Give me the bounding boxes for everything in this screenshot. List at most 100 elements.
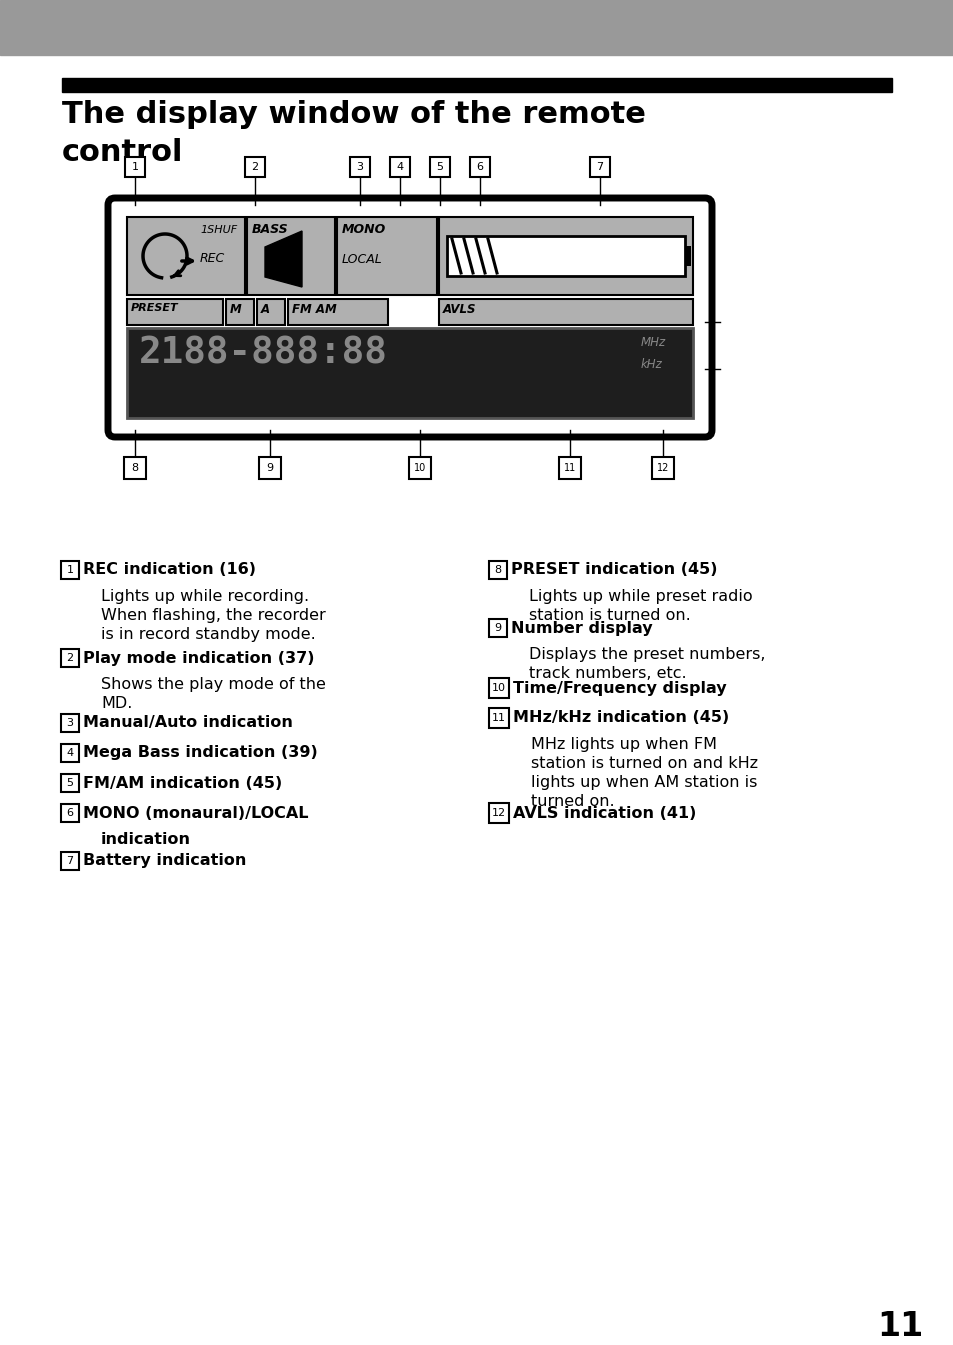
Text: 2: 2 <box>252 161 258 172</box>
Text: Mega Bass indication (39): Mega Bass indication (39) <box>83 745 317 760</box>
Text: station is turned on.: station is turned on. <box>529 608 690 623</box>
Text: AVLS: AVLS <box>442 303 476 316</box>
Bar <box>125 157 145 178</box>
Text: 5: 5 <box>67 777 73 788</box>
Bar <box>589 157 609 178</box>
Text: M: M <box>230 303 241 316</box>
Text: 7: 7 <box>596 161 603 172</box>
Text: REC: REC <box>200 252 225 265</box>
Text: MD.: MD. <box>101 695 132 712</box>
Text: 6: 6 <box>67 808 73 818</box>
Bar <box>350 157 370 178</box>
Bar <box>61 744 79 763</box>
Bar <box>61 650 79 667</box>
Bar <box>61 804 79 822</box>
Text: MONO (monaural)/LOCAL: MONO (monaural)/LOCAL <box>83 806 308 820</box>
Text: 7: 7 <box>67 855 73 866</box>
Text: Time/Frequency display: Time/Frequency display <box>513 681 726 695</box>
Bar <box>489 803 509 823</box>
Text: 1: 1 <box>132 161 138 172</box>
Bar <box>127 299 223 325</box>
Text: 10: 10 <box>492 683 505 693</box>
Bar <box>447 235 684 276</box>
Text: 4: 4 <box>67 748 73 759</box>
Text: 4: 4 <box>396 161 403 172</box>
Text: 11: 11 <box>563 463 576 473</box>
Text: A: A <box>261 303 270 316</box>
Bar <box>470 157 490 178</box>
Bar <box>226 299 253 325</box>
Bar <box>61 561 79 578</box>
Text: BASS: BASS <box>252 223 289 235</box>
Text: station is turned on and kHz: station is turned on and kHz <box>531 756 758 771</box>
Bar <box>336 217 436 295</box>
Bar <box>390 157 410 178</box>
Text: 11: 11 <box>876 1310 923 1344</box>
Text: Play mode indication (37): Play mode indication (37) <box>83 651 314 666</box>
Text: PRESET indication (45): PRESET indication (45) <box>511 562 717 577</box>
Text: REC indication (16): REC indication (16) <box>83 562 255 577</box>
Text: MHz/kHz indication (45): MHz/kHz indication (45) <box>513 710 728 725</box>
Text: 9: 9 <box>494 623 501 633</box>
Text: The display window of the remote: The display window of the remote <box>62 100 645 129</box>
Text: 3: 3 <box>67 718 73 728</box>
Bar <box>409 457 431 479</box>
Text: lights up when AM station is: lights up when AM station is <box>531 775 757 790</box>
Text: 12: 12 <box>656 463 668 473</box>
Text: MONO: MONO <box>341 223 386 235</box>
Text: 8: 8 <box>132 463 138 473</box>
Text: AVLS indication (41): AVLS indication (41) <box>513 806 696 820</box>
Text: 6: 6 <box>476 161 483 172</box>
Bar <box>489 678 509 698</box>
Text: 9: 9 <box>266 463 274 473</box>
Text: indication: indication <box>101 833 191 847</box>
Bar <box>245 157 265 178</box>
Bar <box>489 707 509 728</box>
Text: kHz: kHz <box>640 358 662 371</box>
Text: track numbers, etc.: track numbers, etc. <box>529 666 686 681</box>
Bar <box>438 217 692 295</box>
Bar <box>558 457 580 479</box>
Bar <box>684 246 690 266</box>
Bar <box>124 457 146 479</box>
Bar <box>438 299 692 325</box>
Bar <box>256 299 285 325</box>
Text: 5: 5 <box>436 161 443 172</box>
Text: is in record standby mode.: is in record standby mode. <box>101 627 315 642</box>
Bar <box>62 78 891 91</box>
Bar <box>489 619 506 638</box>
Bar <box>61 714 79 732</box>
Bar <box>127 217 245 295</box>
Text: When flashing, the recorder: When flashing, the recorder <box>101 608 325 623</box>
Bar <box>127 328 692 418</box>
Text: 11: 11 <box>492 713 505 724</box>
Text: FM AM: FM AM <box>292 303 336 316</box>
Text: Shows the play mode of the: Shows the play mode of the <box>101 677 326 691</box>
Bar <box>430 157 450 178</box>
Bar <box>61 851 79 870</box>
Text: MHz: MHz <box>640 336 665 348</box>
Text: LOCAL: LOCAL <box>341 253 382 266</box>
Text: turned on.: turned on. <box>531 794 614 808</box>
Text: 1: 1 <box>67 565 73 576</box>
Bar <box>258 457 281 479</box>
Polygon shape <box>265 231 302 286</box>
Text: 3: 3 <box>356 161 363 172</box>
Text: 12: 12 <box>492 808 505 818</box>
Text: FM/AM indication (45): FM/AM indication (45) <box>83 776 282 791</box>
Text: 2: 2 <box>67 654 73 663</box>
Text: MHz lights up when FM: MHz lights up when FM <box>531 737 717 752</box>
Text: 2188-888:88: 2188-888:88 <box>139 336 388 373</box>
Text: Lights up while recording.: Lights up while recording. <box>101 589 309 604</box>
FancyBboxPatch shape <box>108 198 711 437</box>
Bar <box>288 299 388 325</box>
Text: Manual/Auto indication: Manual/Auto indication <box>83 716 293 730</box>
Text: Lights up while preset radio: Lights up while preset radio <box>529 589 752 604</box>
Text: control: control <box>62 139 183 167</box>
Bar <box>0 0 953 55</box>
Text: 10: 10 <box>414 463 426 473</box>
Bar <box>247 217 335 295</box>
Text: Number display: Number display <box>511 620 652 635</box>
Text: Displays the preset numbers,: Displays the preset numbers, <box>529 647 764 662</box>
Bar <box>651 457 673 479</box>
